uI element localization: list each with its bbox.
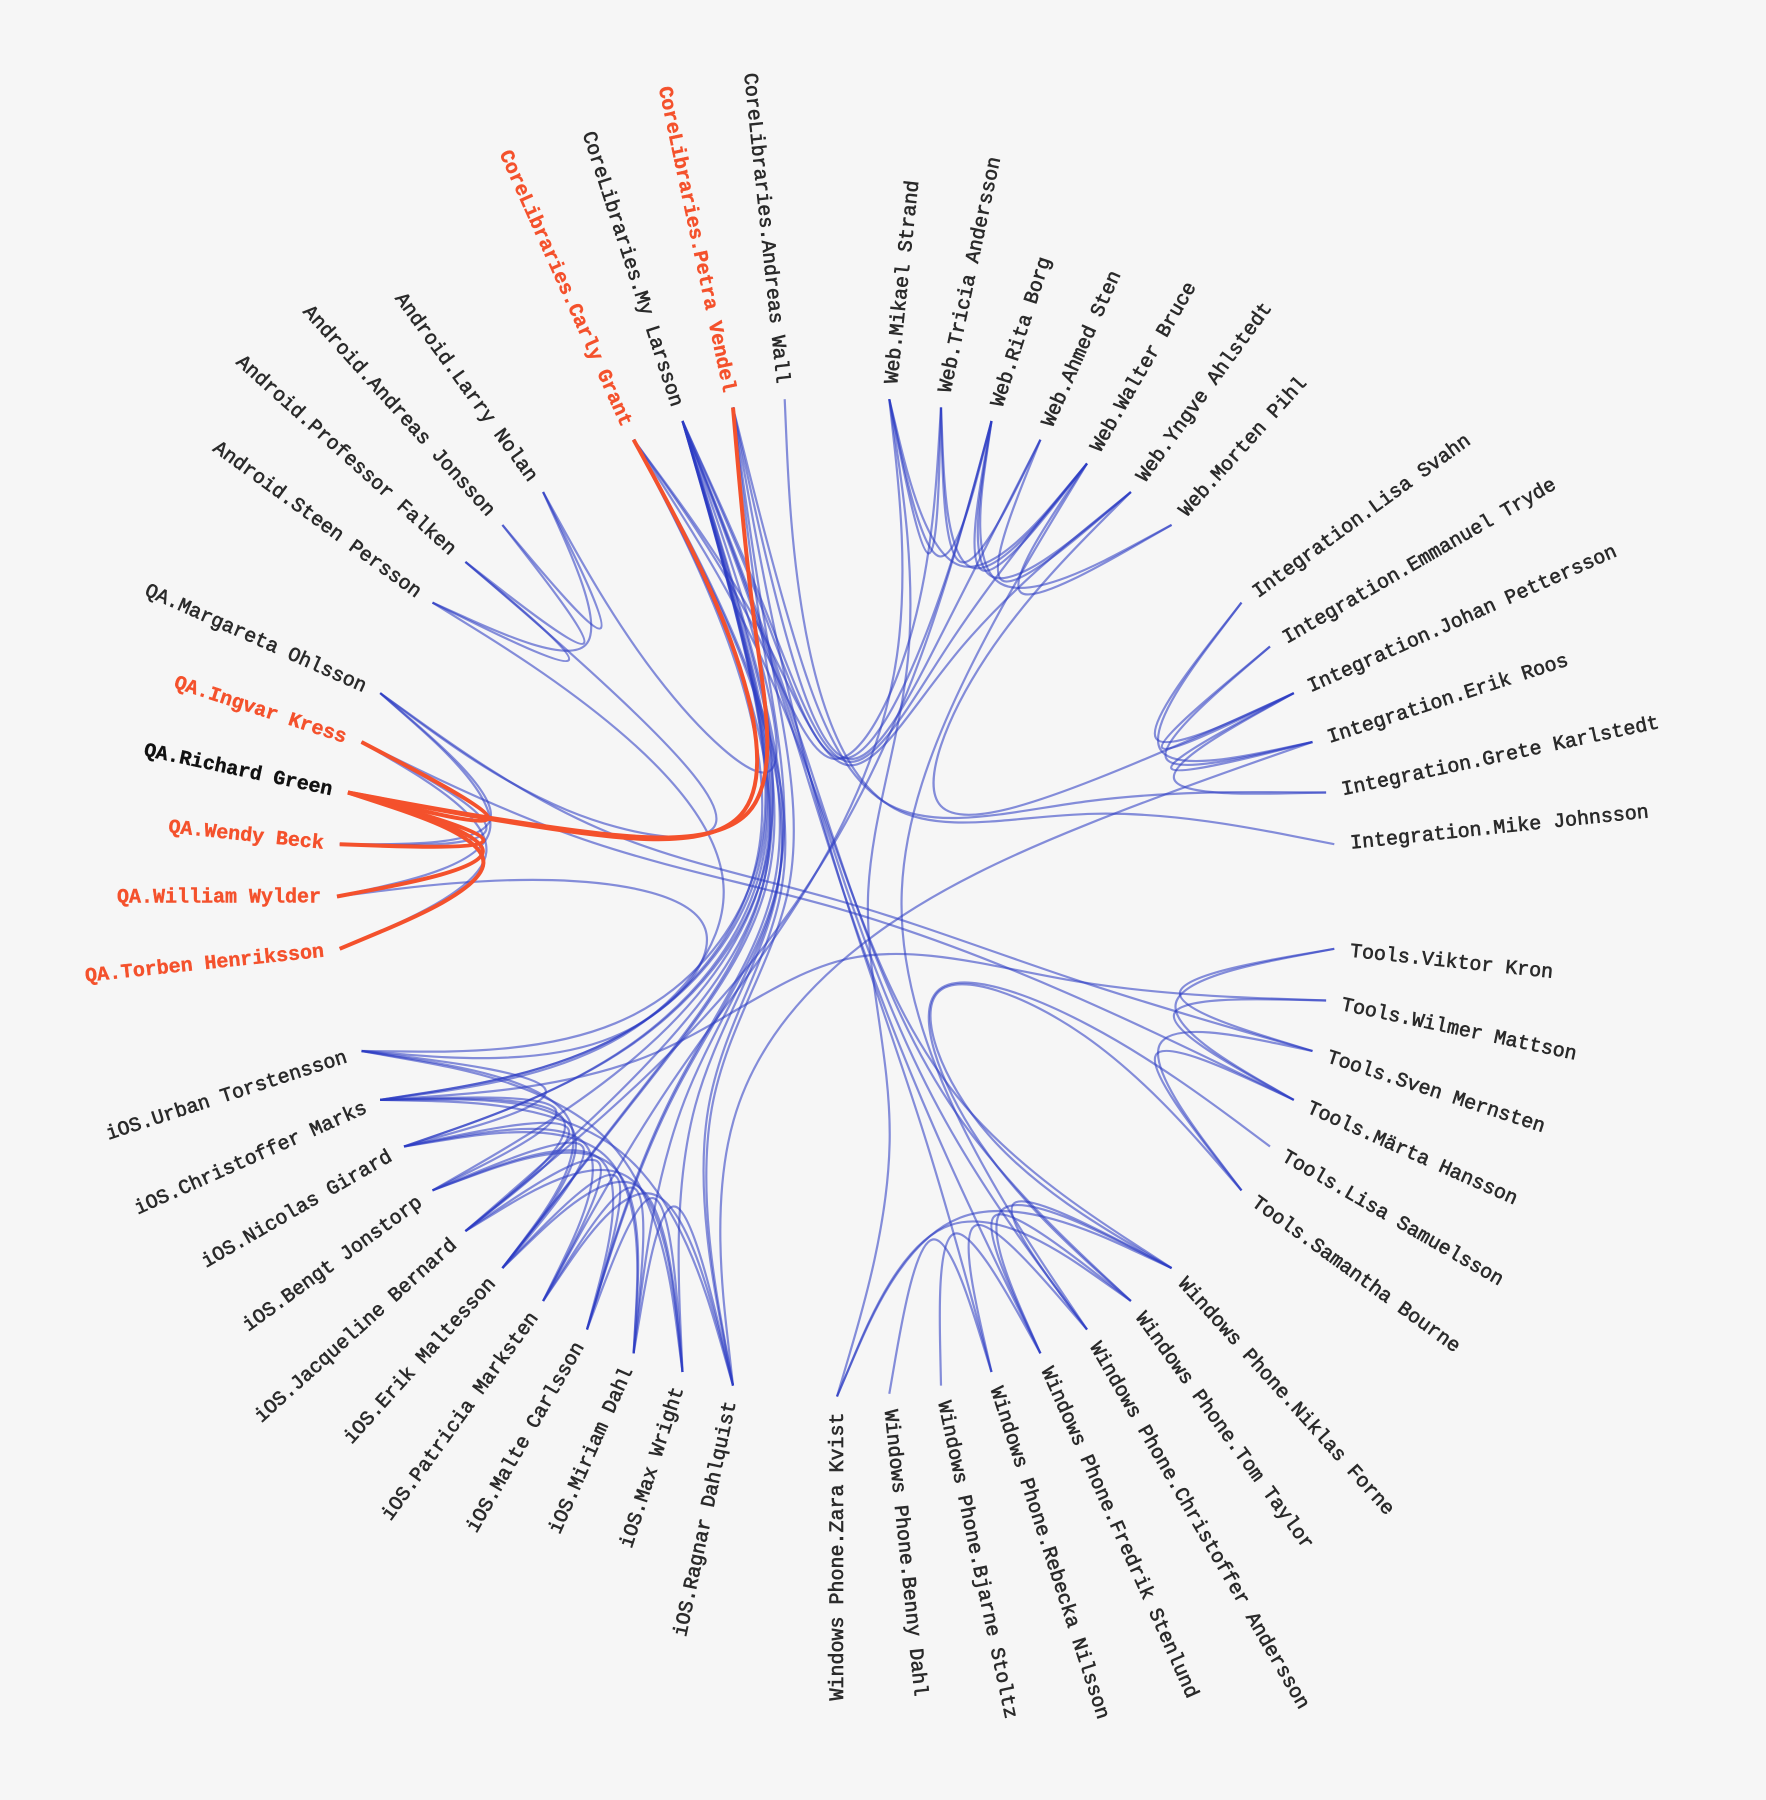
svg-text:Windows Phone.Zara Kvist: Windows Phone.Zara Kvist xyxy=(827,1413,850,1701)
svg-text:QA.William Wylder: QA.William Wylder xyxy=(117,887,321,910)
